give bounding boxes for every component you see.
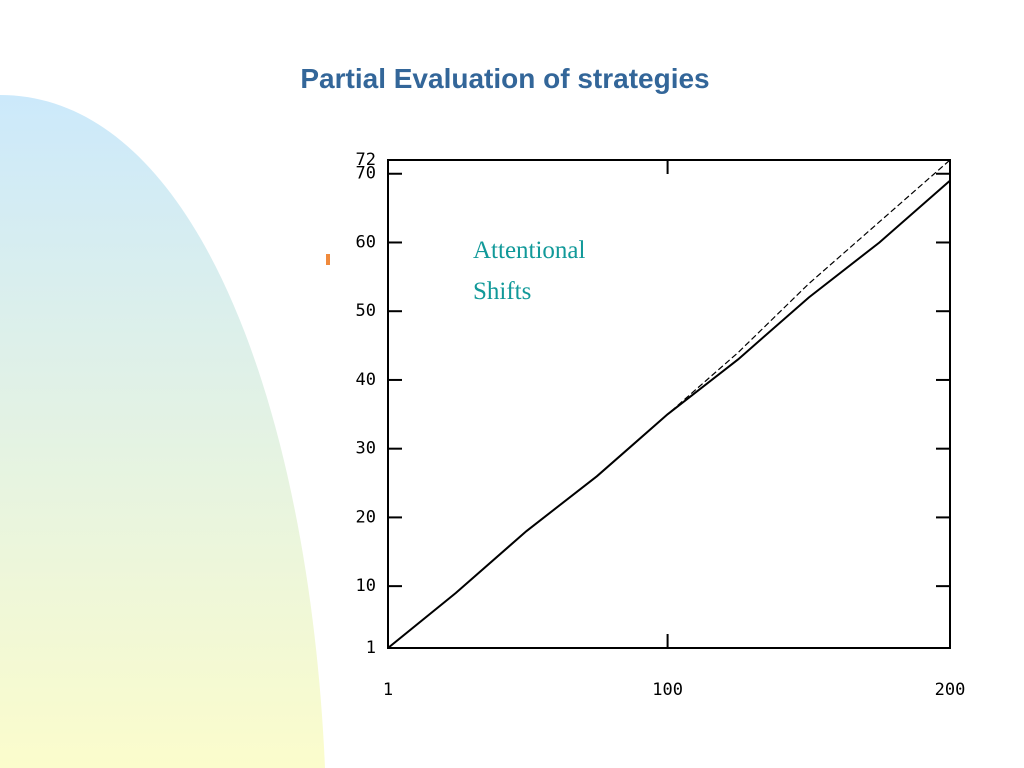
plot-frame	[387, 159, 951, 649]
series-line	[387, 159, 951, 649]
y-tick-label: 10	[356, 576, 376, 596]
y-tick-label: 72	[356, 150, 376, 170]
y-tick-label: 70	[356, 164, 376, 184]
x-tick-label: 200	[935, 680, 966, 700]
y-tick-label: 30	[356, 439, 376, 459]
y-tick-label: 40	[356, 370, 376, 390]
y-tick-label: 20	[356, 507, 376, 527]
background-shape	[0, 95, 325, 768]
y-tick-label: 60	[356, 232, 376, 252]
slide-title: Partial Evaluation of strategies	[300, 63, 709, 94]
annotation: Attentional	[473, 237, 586, 264]
x-tick-label: 1	[383, 680, 393, 700]
x-tick-label: 100	[652, 680, 683, 700]
annotation: Shifts	[473, 278, 531, 305]
y-tick-label: 50	[356, 301, 376, 321]
bullet	[326, 254, 330, 265]
y-tick-label: 1	[366, 638, 376, 658]
